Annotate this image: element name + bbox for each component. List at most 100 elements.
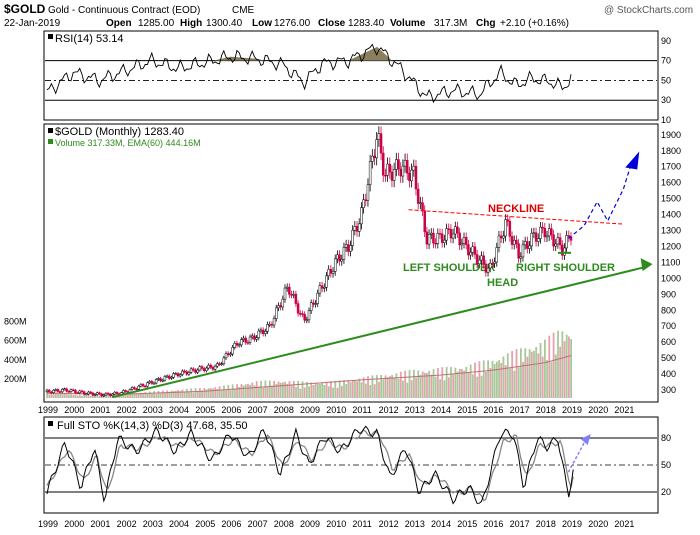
price-candle-body	[364, 199, 368, 202]
price-candle-body	[275, 307, 278, 319]
price-candle-body	[419, 202, 422, 204]
sto-x-tick-label: 2020	[588, 519, 608, 529]
price-candle-body	[106, 392, 110, 395]
volume-bar	[465, 366, 468, 398]
volume-label: Volume	[390, 18, 426, 29]
volume-bar	[83, 394, 86, 398]
open-value: 1285.00	[138, 18, 175, 29]
price-candle-body	[430, 232, 433, 235]
price-candle-body	[165, 375, 169, 378]
price-candle-body	[543, 227, 547, 238]
price-candle-body	[67, 391, 71, 393]
sto-x-tick-label: 2012	[379, 519, 399, 529]
volume-bar	[131, 394, 134, 398]
volume-bar	[526, 356, 529, 398]
price-candle-body	[102, 394, 106, 397]
volume-bar	[76, 395, 79, 398]
price-candle-body	[353, 226, 357, 231]
price-candle-body	[368, 161, 372, 186]
price-candle-body	[154, 379, 158, 384]
volume-bar	[338, 380, 341, 398]
price-candle-body	[58, 391, 62, 393]
volume-bar	[570, 339, 572, 398]
price-candle-body	[447, 228, 450, 230]
low-label: Low	[252, 18, 272, 29]
volume-bar	[557, 330, 559, 398]
sto-projection-line	[567, 437, 588, 473]
price-candle-body	[272, 318, 276, 326]
price-candle-body	[545, 235, 549, 238]
price-candle-body	[403, 159, 407, 167]
price-x-tick-label: 2000	[64, 405, 84, 415]
price-candle-body	[519, 256, 523, 259]
volume-bar	[92, 394, 94, 398]
volume-bar	[334, 380, 337, 398]
price-tick-label: 1800	[661, 146, 681, 156]
volume-bar	[144, 392, 147, 398]
volume-bar	[255, 381, 258, 398]
volume-bar	[284, 381, 286, 398]
price-candle-body	[331, 271, 335, 274]
volume-bar	[209, 388, 212, 398]
price-x-tick-label: 2002	[117, 405, 137, 415]
price-candle-body	[552, 234, 555, 247]
price-candle-body	[198, 366, 202, 371]
volume-bar	[330, 381, 332, 398]
price-candle-body	[187, 372, 191, 375]
volume-bar	[388, 376, 391, 398]
annotation-neckline: NECKLINE	[488, 203, 544, 215]
price-candle-body	[294, 293, 298, 304]
price-candle-body	[467, 244, 470, 256]
volume-bar	[68, 394, 70, 398]
price-candle-body	[342, 247, 346, 260]
price-candle-body	[355, 226, 359, 232]
volume-bar	[476, 376, 479, 398]
price-candle-body	[475, 254, 479, 265]
volume-bar	[522, 361, 524, 398]
volume-bar	[225, 390, 228, 398]
price-candle-body	[491, 262, 494, 265]
volume-bar	[347, 380, 350, 398]
price-candle-body	[229, 353, 232, 356]
sto-x-tick-label: 2003	[143, 519, 163, 529]
price-candle-body	[181, 370, 184, 375]
sto-x-tick-label: 2001	[90, 519, 110, 529]
price-candle-body	[152, 382, 156, 385]
volume-bar	[373, 384, 376, 398]
price-candle-body	[135, 388, 138, 391]
price-x-tick-label: 2014	[431, 405, 451, 415]
volume-bar	[308, 386, 310, 398]
volume-bar	[63, 393, 66, 398]
price-tick-label: 300	[661, 385, 676, 395]
price-x-tick-label: 2010	[326, 405, 346, 415]
volume-bar	[175, 390, 177, 398]
volume-bar	[467, 372, 470, 398]
price-candle-body	[146, 382, 149, 387]
volume-bar	[196, 391, 199, 398]
price-candle-body	[327, 269, 330, 277]
volume-bar	[218, 386, 221, 398]
price-candle-body	[523, 241, 527, 246]
price-candle-body	[242, 337, 245, 340]
volume-bar	[485, 371, 487, 398]
volume-bar	[321, 382, 324, 398]
close-label: Close	[318, 18, 346, 29]
volume-bar	[511, 350, 514, 398]
price-candle-body	[257, 330, 261, 338]
price-tick-label: 700	[661, 321, 676, 331]
price-candle-body	[93, 394, 97, 396]
volume-bar	[471, 374, 474, 398]
price-x-tick-label: 2007	[248, 405, 268, 415]
volume-bar	[489, 367, 492, 398]
volume-bar	[72, 395, 75, 398]
price-candle-body	[98, 392, 101, 395]
volume-bar	[517, 367, 520, 398]
volume-bar	[325, 381, 328, 398]
price-candle-body	[357, 223, 361, 232]
price-candle-body	[264, 331, 267, 335]
price-candle-body	[547, 228, 551, 237]
price-candle-body	[508, 220, 512, 237]
volume-bar	[54, 392, 57, 398]
price-candle-body	[52, 390, 55, 393]
price-candle-body	[373, 155, 376, 159]
